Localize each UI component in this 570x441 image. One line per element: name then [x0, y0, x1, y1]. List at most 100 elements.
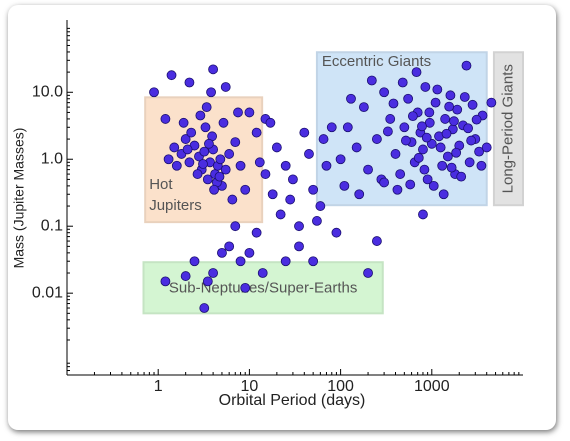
point	[397, 77, 408, 88]
point	[149, 87, 159, 98]
point	[163, 154, 174, 165]
point	[428, 180, 439, 191]
point	[160, 114, 171, 124]
point	[230, 221, 241, 232]
point	[199, 303, 210, 313]
x-tick-label: 1000	[414, 378, 450, 395]
region-fill	[494, 53, 522, 205]
point	[435, 142, 446, 153]
point	[280, 160, 291, 171]
point	[354, 189, 365, 200]
point	[481, 142, 492, 153]
point	[267, 189, 278, 200]
point	[217, 247, 227, 258]
point	[294, 221, 304, 232]
point	[486, 97, 497, 108]
point	[318, 134, 329, 144]
point	[358, 102, 369, 113]
point	[315, 201, 326, 211]
point	[257, 268, 268, 278]
point	[312, 216, 322, 226]
point	[339, 180, 350, 191]
point	[204, 138, 214, 149]
point	[220, 82, 231, 92]
point	[180, 134, 191, 144]
x-tick-label: 1	[154, 378, 163, 395]
point	[233, 107, 243, 118]
y-axis-label: Mass (Jupiter Masses)	[11, 128, 27, 269]
point	[371, 236, 382, 246]
x-tick-label: 100	[327, 378, 354, 395]
point	[202, 174, 213, 185]
point	[182, 144, 193, 155]
point	[407, 111, 418, 122]
point	[299, 127, 310, 138]
point	[251, 227, 262, 238]
point	[202, 276, 213, 287]
point	[180, 271, 191, 281]
region-label: Sub-Neptunes/Super-Earths	[169, 280, 357, 297]
point	[379, 177, 390, 188]
point	[335, 154, 346, 165]
point	[476, 160, 487, 171]
point	[467, 99, 478, 110]
point	[201, 102, 212, 113]
point	[366, 75, 377, 86]
point	[445, 90, 456, 101]
point	[192, 169, 203, 179]
point	[474, 146, 484, 157]
point	[171, 160, 182, 171]
point	[280, 256, 291, 267]
point	[411, 67, 422, 78]
point	[432, 84, 443, 95]
point	[371, 134, 382, 144]
point	[224, 241, 235, 252]
point	[451, 147, 462, 158]
point	[260, 169, 271, 179]
point	[459, 92, 470, 102]
point	[463, 123, 473, 134]
point	[240, 184, 251, 195]
point	[419, 164, 430, 175]
point	[265, 117, 276, 128]
point	[195, 110, 206, 121]
point	[198, 159, 208, 169]
y-tick-label: 0.1	[41, 217, 63, 234]
point	[218, 117, 229, 128]
point	[321, 160, 332, 171]
y-tick-label: 10.0	[32, 83, 63, 100]
point	[308, 256, 319, 267]
point	[399, 122, 410, 133]
point	[208, 268, 219, 278]
point	[363, 164, 373, 175]
point	[251, 127, 262, 138]
point	[403, 93, 414, 104]
point	[417, 121, 427, 132]
point	[169, 142, 180, 153]
point	[395, 169, 406, 179]
point	[418, 209, 428, 220]
point	[215, 154, 226, 165]
point	[430, 97, 441, 108]
point	[346, 93, 356, 104]
region-label: Eccentric Giants	[322, 53, 431, 70]
point	[438, 189, 449, 200]
point	[186, 127, 197, 138]
point	[379, 87, 390, 98]
point	[421, 132, 432, 143]
point	[422, 174, 433, 185]
point	[209, 184, 219, 195]
point	[331, 227, 342, 238]
point	[446, 162, 457, 173]
point	[418, 144, 428, 155]
point	[227, 194, 238, 205]
point	[464, 157, 475, 168]
point	[437, 160, 448, 171]
point	[461, 60, 472, 71]
point	[254, 157, 265, 168]
point	[178, 117, 189, 128]
point	[220, 164, 231, 175]
point	[275, 209, 286, 220]
point	[452, 104, 463, 115]
